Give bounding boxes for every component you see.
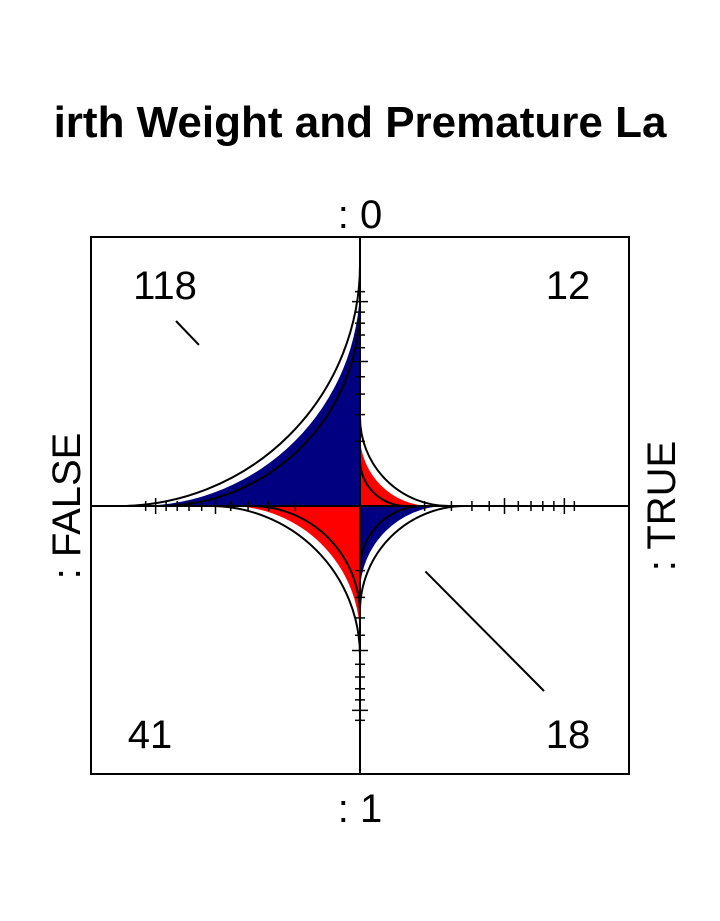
leader-line-top-left — [175, 320, 200, 346]
count-label-top-right: 12 — [546, 264, 591, 308]
confidence-ring-inner-bottom-left — [251, 505, 361, 615]
quadrant-sector-bottom-left — [229, 506, 360, 637]
right-margin-label: : TRUE — [640, 441, 684, 571]
confidence-ring-outer-bottom-left — [210, 505, 361, 656]
top-margin-label: : 0 — [338, 193, 382, 237]
quadrant-sector-top-right — [360, 435, 431, 506]
quadrant-marks — [118, 264, 545, 692]
quadrant-sector-top-left — [138, 284, 360, 506]
count-label-bottom-right: 18 — [546, 713, 591, 757]
count-label-bottom-left: 41 — [128, 713, 173, 757]
confidence-ring-inner-top-left — [159, 305, 361, 507]
left-margin-label: : FALSE — [45, 433, 89, 580]
axis-ticks — [144, 290, 576, 722]
confidence-ring-inner-bottom-right — [359, 505, 424, 570]
count-label-top-left: 118 — [133, 264, 197, 308]
chart-title: irth Weight and Premature La — [54, 98, 667, 147]
confidence-ring-outer-bottom-right — [359, 505, 466, 612]
quadrant-sector-bottom-right — [360, 506, 447, 593]
leader-line-bottom-right — [424, 570, 545, 692]
bottom-margin-label: : 1 — [338, 787, 382, 831]
confidence-ring-outer-top-left — [118, 264, 361, 507]
confidence-ring-outer-top-right — [359, 417, 449, 507]
